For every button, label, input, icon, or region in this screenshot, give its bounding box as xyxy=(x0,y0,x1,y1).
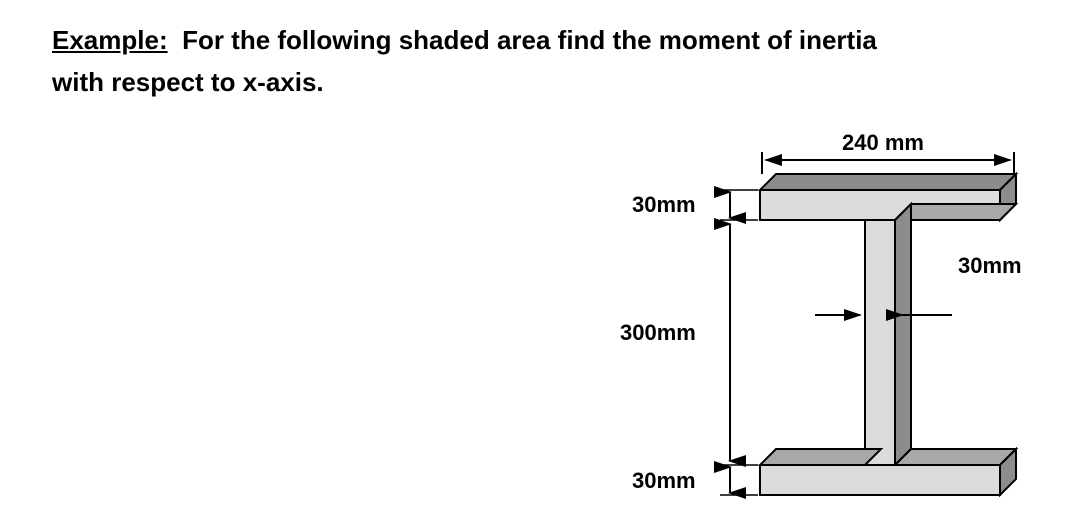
web-side-face xyxy=(895,204,911,465)
bottom-flange-top-left xyxy=(760,449,881,465)
i-beam-svg xyxy=(590,150,1060,510)
top-flange-underside-right xyxy=(895,204,1016,220)
problem-line-1: For the following shaded area find the m… xyxy=(182,25,877,55)
top-flange-top-face xyxy=(760,174,1016,190)
problem-statement: Example: For the following shaded area f… xyxy=(52,20,877,103)
page: Example: For the following shaded area f… xyxy=(0,0,1080,515)
example-label: Example: xyxy=(52,25,168,55)
bottom-flange-front xyxy=(760,465,1000,495)
web-front xyxy=(865,220,895,465)
bottom-flange-top-right xyxy=(895,449,1016,465)
i-beam-diagram: 240 mm 30mm 300mm 30mm 30mm 1 xyxy=(590,150,1060,510)
problem-line-2: with respect to x-axis. xyxy=(52,67,324,97)
